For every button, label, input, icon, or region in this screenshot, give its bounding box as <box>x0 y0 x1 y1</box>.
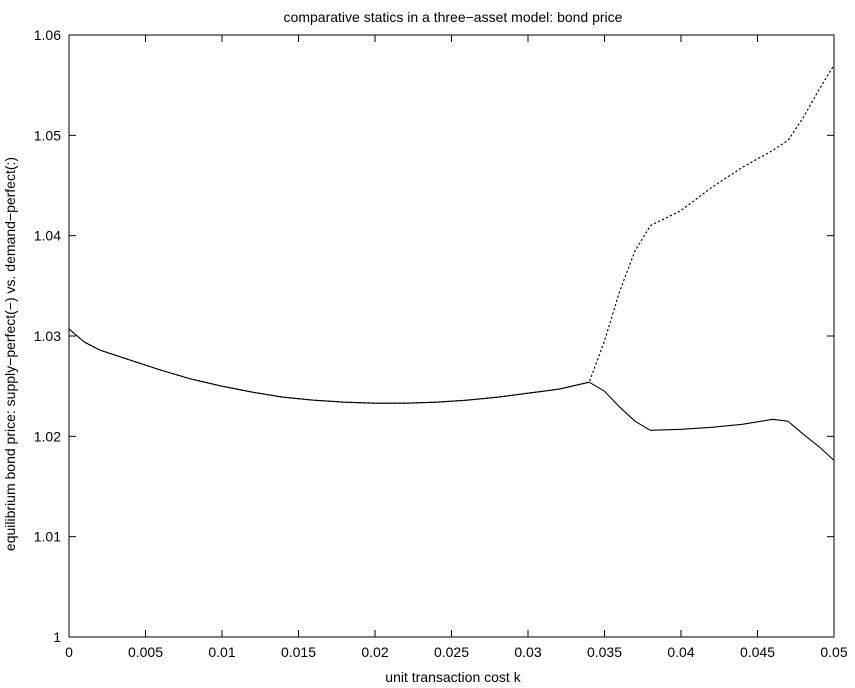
x-tick-label: 0.045 <box>740 644 775 660</box>
x-tick-label: 0.035 <box>587 644 622 660</box>
x-tick-label: 0.02 <box>361 644 388 660</box>
series-layer <box>68 64 835 461</box>
y-tick-label: 1 <box>53 629 61 645</box>
y-axis-title: equilibrium bond price: supply−perfect(−… <box>2 157 18 551</box>
x-axis-title: unit transaction cost k <box>385 669 521 685</box>
ticks: 0 0.005 0.01 0.015 0.02 0.025 0.03 0.035 0.04 0.0… <box>34 27 848 660</box>
y-tick-label: 1.02 <box>34 428 61 444</box>
x-tick-label: 0.005 <box>128 644 163 660</box>
x-tick-label: 0.01 <box>208 644 235 660</box>
x-tick-label: 0 <box>65 644 73 660</box>
x-tick-label: 0.015 <box>281 644 316 660</box>
x-tick-label: 0.04 <box>667 644 694 660</box>
series-line-demand-perfect <box>68 64 835 404</box>
y-tick-label: 1.04 <box>34 228 61 244</box>
y-tick-label: 1.01 <box>34 529 61 545</box>
y-tick-label: 1.03 <box>34 328 61 344</box>
chart-title: comparative statics in a three−asset mod… <box>284 9 623 25</box>
y-tick-label: 1.05 <box>34 127 61 143</box>
x-tick-label: 0.03 <box>514 644 541 660</box>
y-tick-label: 1.06 <box>34 27 61 43</box>
x-tick-label: 0.025 <box>434 644 469 660</box>
x-tick-label: 0.05 <box>820 644 847 660</box>
